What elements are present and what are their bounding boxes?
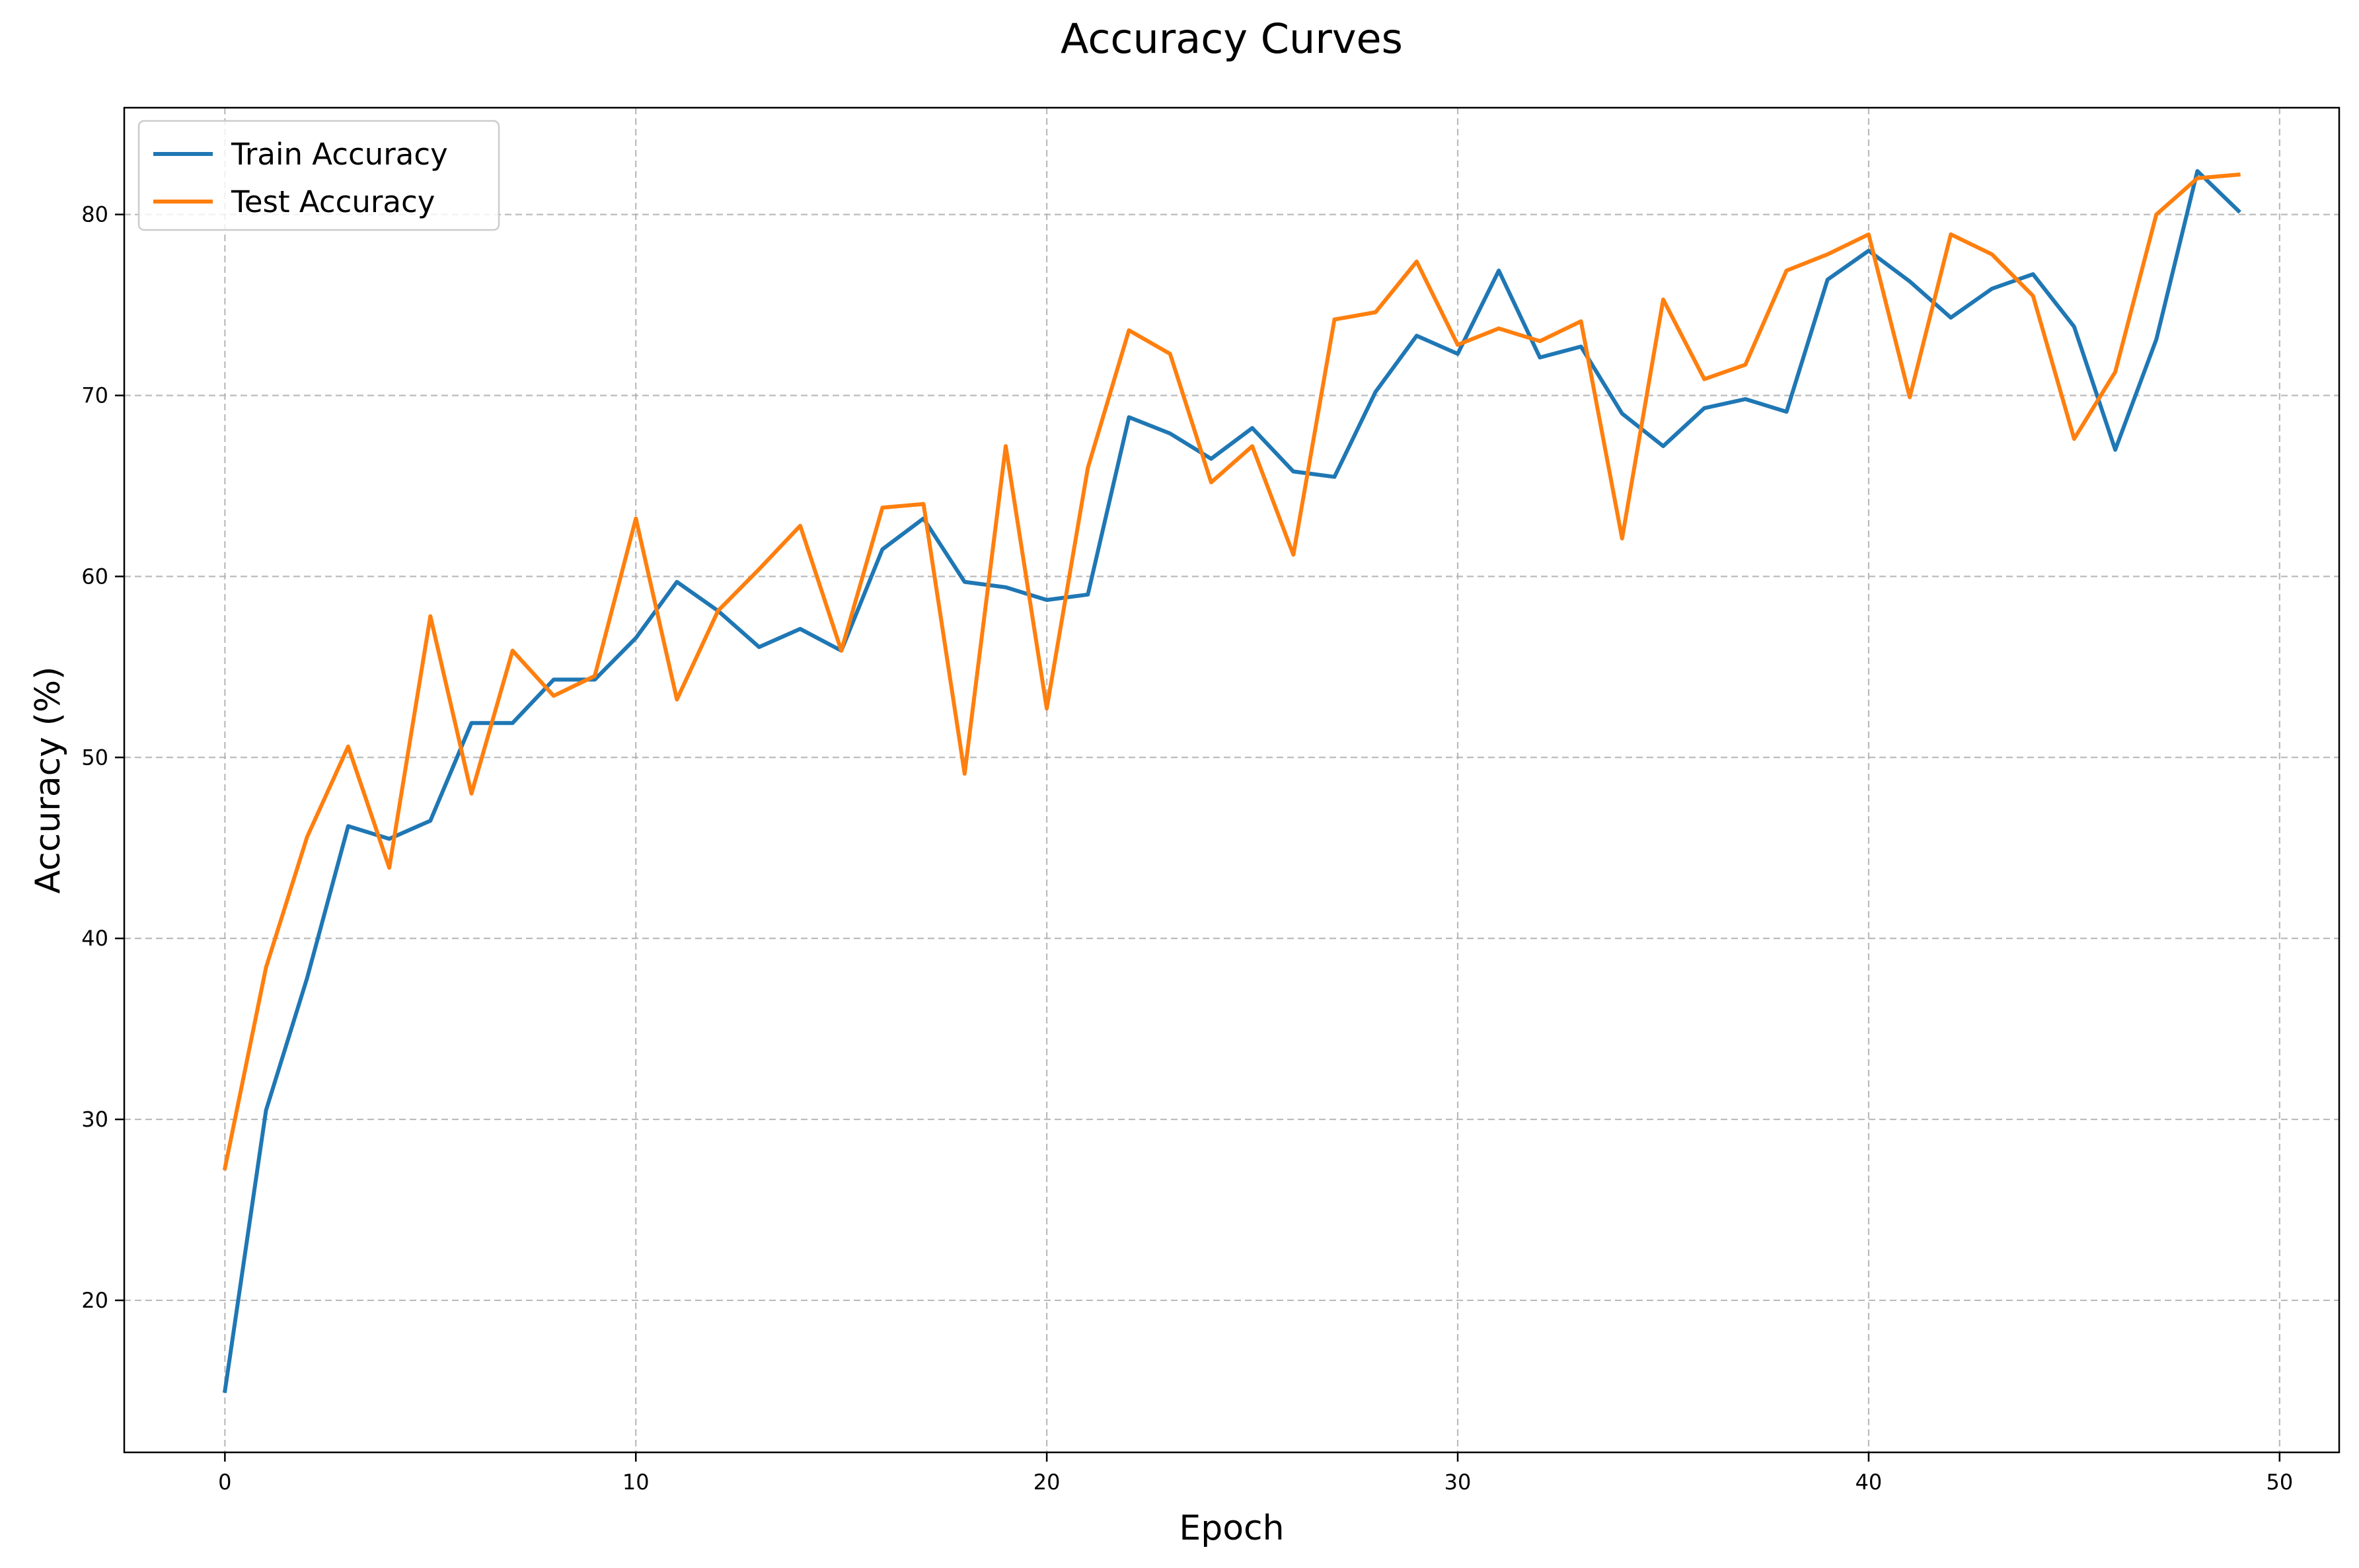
x-tick-label: 30 xyxy=(1444,1470,1472,1495)
x-tick-label: 0 xyxy=(218,1470,231,1495)
legend-label: Train Accuracy xyxy=(231,137,448,172)
series-line-train-accuracy xyxy=(222,168,2241,1394)
x-tick-label: 20 xyxy=(1033,1470,1061,1495)
legend-label: Test Accuracy xyxy=(231,184,435,219)
legend: Train Accuracy Test Accuracy xyxy=(137,120,500,231)
y-tick-label: 80 xyxy=(81,202,108,227)
chart-title: Accuracy Curves xyxy=(1061,15,1403,63)
y-tick-label: 40 xyxy=(81,926,108,951)
y-tick-label: 70 xyxy=(81,383,108,408)
x-tick-label: 50 xyxy=(2266,1470,2293,1495)
x-axis-title: Epoch xyxy=(1179,1509,1284,1548)
series-line-test-accuracy xyxy=(222,172,2241,1171)
y-axis-title: Accuracy (%) xyxy=(28,667,68,894)
y-axis: 20 30 40 50 60 70 80 xyxy=(81,202,124,1313)
grid-lines xyxy=(124,108,2339,1452)
y-tick-label: 30 xyxy=(81,1107,108,1132)
y-tick-label: 50 xyxy=(81,745,108,770)
y-tick-label: 20 xyxy=(81,1288,108,1313)
legend-box xyxy=(137,120,500,231)
x-tick-label: 10 xyxy=(622,1470,650,1495)
plot-series xyxy=(222,168,2241,1394)
y-tick-label: 60 xyxy=(81,564,108,589)
x-axis: 0 10 20 30 40 50 xyxy=(218,1452,2293,1495)
x-tick-label: 40 xyxy=(1855,1470,1883,1495)
plot-frame xyxy=(123,106,2340,1454)
